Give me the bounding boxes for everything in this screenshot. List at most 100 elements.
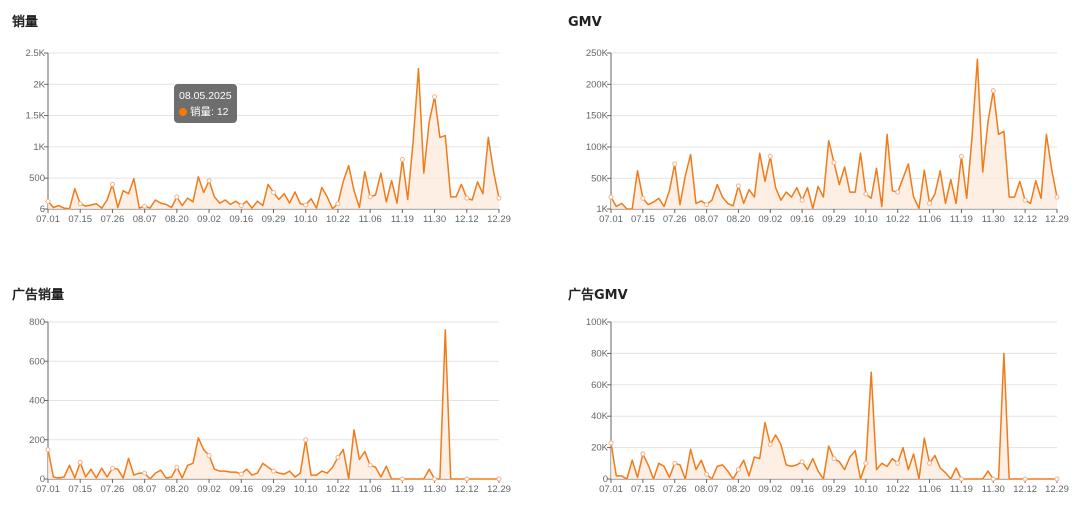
data-point: [831, 456, 837, 462]
x-tick-label: 07.01: [599, 484, 623, 495]
data-point: [432, 94, 438, 100]
series-area: [611, 59, 1057, 209]
x-tick-label: 12.12: [1013, 214, 1037, 225]
x-tick-label: 08.20: [727, 484, 751, 495]
x-tick-label: 09.29: [262, 214, 286, 225]
y-tick-label: 400: [29, 396, 45, 407]
y-tick-label: 6: [40, 204, 45, 215]
x-tick-label: 08.07: [133, 214, 157, 225]
x-tick-label: 11.06: [918, 214, 941, 225]
y-tick-label: 0: [603, 474, 608, 485]
x-tick-label: 08.07: [695, 214, 719, 225]
x-tick-label: 07.15: [631, 214, 655, 225]
x-tick-label: 11.06: [918, 484, 941, 495]
data-point: [863, 460, 869, 466]
x-tick-label: 07.15: [631, 484, 655, 495]
x-tick-label: 10.22: [886, 484, 910, 495]
data-point: [238, 203, 244, 209]
x-tick-label: 11.30: [423, 214, 446, 225]
x-tick-label: 08.20: [727, 214, 751, 225]
y-tick-label: 200: [29, 435, 45, 446]
x-tick-label: 07.01: [36, 484, 60, 495]
x-tick-label: 10.10: [854, 484, 878, 495]
y-tick-label: 0: [40, 474, 45, 485]
x-tick-label: 07.26: [101, 214, 125, 225]
data-point: [735, 467, 741, 473]
x-tick-label: 10.22: [886, 214, 910, 225]
data-point: [496, 476, 502, 482]
x-tick-label: 12.29: [1045, 484, 1069, 495]
y-tick-label: 40K: [591, 411, 609, 422]
chart-title: GMV: [568, 15, 602, 30]
data-point: [271, 468, 276, 474]
x-tick-label: 11.06: [359, 484, 382, 495]
x-tick-label: 09.02: [758, 484, 782, 495]
data-point: [238, 471, 244, 477]
data-point: [799, 459, 805, 465]
y-tick-label: 250K: [586, 48, 609, 59]
data-point: [464, 195, 470, 201]
data-point: [767, 153, 773, 159]
x-tick-label: 11.30: [982, 214, 1005, 225]
x-tick-label: 09.16: [229, 484, 253, 495]
x-tick-label: 10.22: [326, 484, 350, 495]
data-point: [367, 462, 373, 468]
y-tick-label: 60K: [591, 380, 609, 391]
x-tick-label: 12.12: [1013, 484, 1037, 495]
data-point: [958, 153, 964, 159]
x-tick-label: 11.19: [391, 214, 414, 225]
y-tick-label: 2K: [33, 79, 45, 90]
x-tick-label: 09.29: [822, 214, 846, 225]
y-tick-label: 20K: [591, 443, 609, 454]
data-point: [895, 460, 901, 466]
series-line: [47, 329, 499, 480]
data-point: [1022, 476, 1028, 482]
chart-tooltip: 08.05.2025 销量: 12: [174, 84, 237, 123]
x-tick-label: 08.07: [695, 484, 719, 495]
x-tick-label: 12.12: [455, 214, 479, 225]
chart-2: GMV 1K 50K 100K 150K 200K 250K 07.01 07.15 07.26 0…: [568, 15, 1069, 225]
data-point: [704, 202, 710, 208]
series-dot-icon: [179, 108, 187, 116]
x-tick-label: 09.02: [758, 214, 782, 225]
y-tick-label: 80K: [591, 348, 609, 359]
x-tick-label: 12.29: [487, 214, 511, 225]
tooltip-value: 销量: 12: [190, 106, 229, 118]
data-point: [863, 191, 869, 197]
data-point: [399, 476, 405, 482]
y-tick-label: 2.5K: [25, 48, 45, 59]
data-point: [704, 471, 710, 477]
data-point: [1054, 476, 1060, 482]
data-point: [206, 452, 212, 458]
data-point: [271, 189, 276, 195]
chart-title: 广告销量: [12, 287, 64, 303]
data-point: [174, 464, 180, 470]
tooltip-row: 销量: 12: [179, 104, 232, 120]
x-tick-label: 07.01: [599, 214, 623, 225]
x-tick-label: 07.26: [663, 484, 687, 495]
data-point: [958, 476, 964, 482]
y-tick-label: 150K: [586, 111, 609, 122]
x-tick-label: 10.10: [294, 484, 318, 495]
series-area: [48, 68, 499, 209]
data-point: [608, 440, 614, 446]
x-tick-label: 07.15: [68, 214, 92, 225]
data-point: [303, 437, 309, 443]
chart-title: 广告GMV: [568, 287, 628, 303]
data-point: [77, 459, 83, 465]
y-tick-label: 1K: [33, 142, 45, 153]
data-point: [1022, 197, 1028, 203]
x-tick-label: 10.22: [326, 214, 350, 225]
data-point: [640, 195, 646, 201]
x-tick-label: 10.10: [294, 214, 318, 225]
x-tick-label: 07.26: [663, 214, 687, 225]
data-point: [831, 160, 837, 166]
y-tick-label: 100K: [586, 142, 609, 153]
data-point: [367, 194, 373, 200]
data-point: [77, 201, 83, 207]
data-point: [432, 476, 438, 482]
x-tick-label: 07.01: [36, 214, 60, 225]
y-tick-label: 500: [29, 173, 45, 184]
data-point: [206, 178, 212, 184]
